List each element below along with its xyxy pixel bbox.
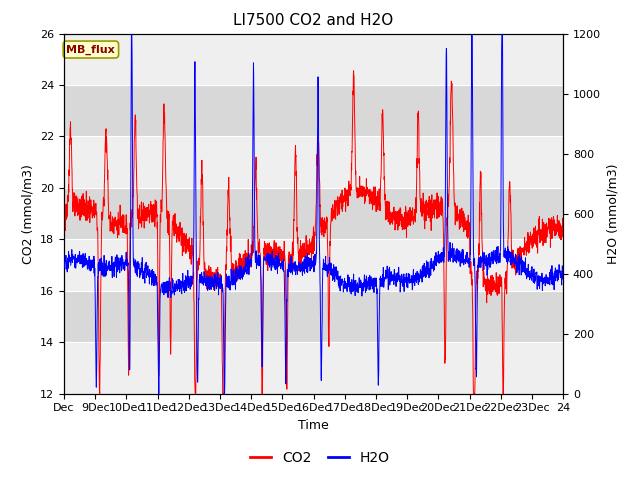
Text: MB_flux: MB_flux	[67, 44, 115, 55]
Bar	[64, 342, 563, 394]
X-axis label: Time: Time	[298, 419, 329, 432]
Legend: CO2, H2O: CO2, H2O	[244, 445, 396, 471]
Bar	[64, 34, 563, 85]
Bar	[64, 136, 563, 188]
Title: LI7500 CO2 and H2O: LI7500 CO2 and H2O	[234, 13, 394, 28]
Y-axis label: H2O (mmol/m3): H2O (mmol/m3)	[607, 163, 620, 264]
Bar	[64, 240, 563, 291]
Y-axis label: CO2 (mmol/m3): CO2 (mmol/m3)	[22, 164, 35, 264]
